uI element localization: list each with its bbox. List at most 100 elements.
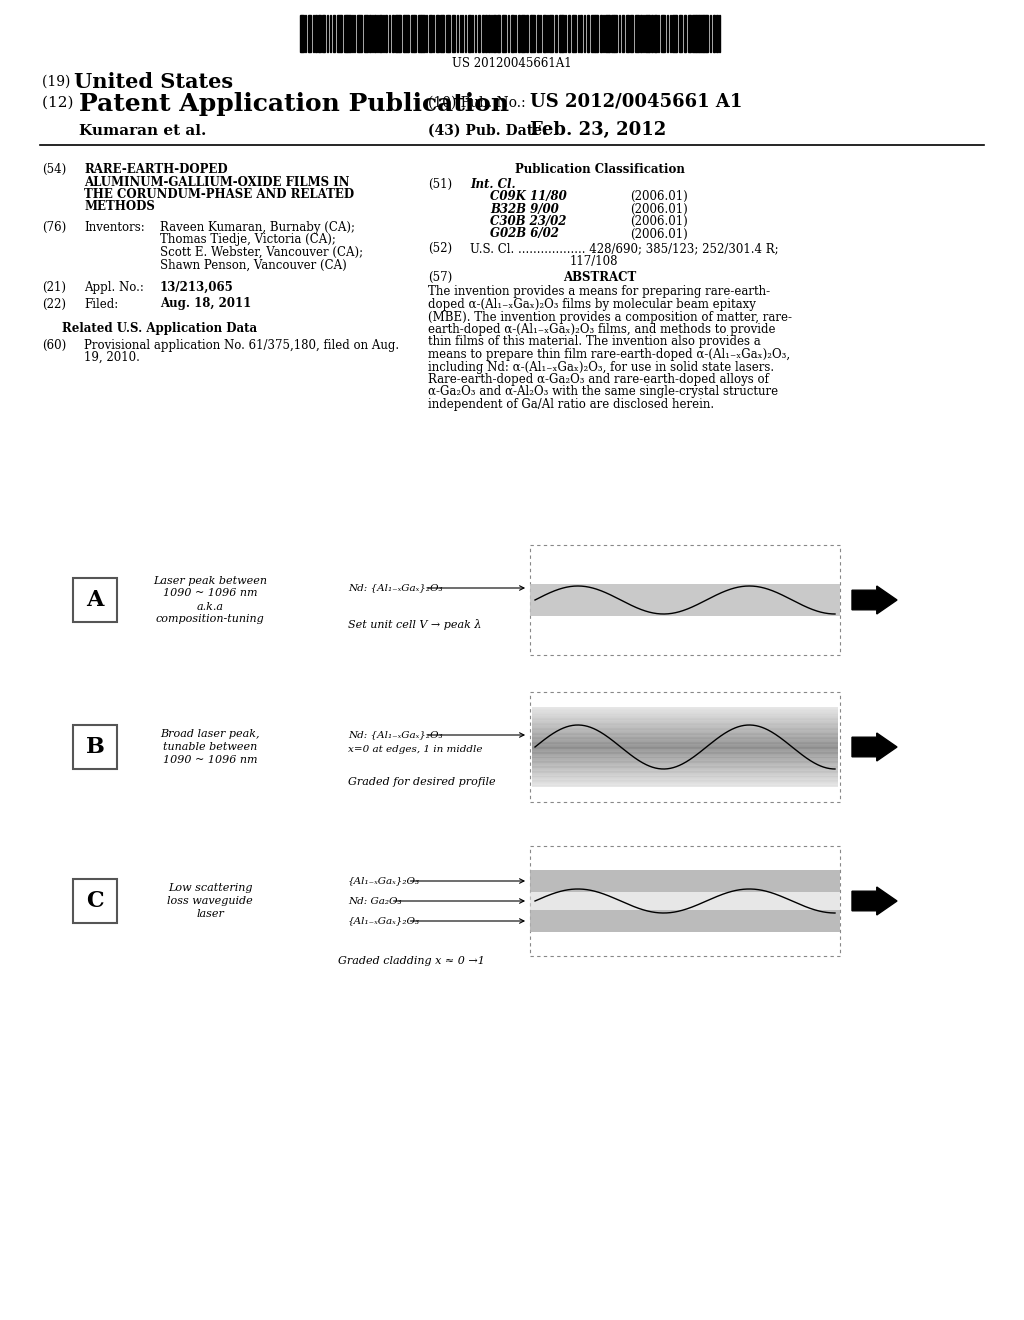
Text: (51): (51) xyxy=(428,177,453,190)
Bar xyxy=(651,15,653,51)
Text: C09K 11/80: C09K 11/80 xyxy=(490,190,566,203)
Bar xyxy=(532,742,838,744)
Bar xyxy=(532,758,838,759)
Text: x=0 at edges, 1 in middle: x=0 at edges, 1 in middle xyxy=(348,744,482,754)
Text: a.k.a: a.k.a xyxy=(197,602,223,611)
Text: Feb. 23, 2012: Feb. 23, 2012 xyxy=(530,121,667,139)
Bar xyxy=(532,733,838,735)
Text: Low scattering: Low scattering xyxy=(168,883,252,894)
Bar xyxy=(532,725,838,726)
Bar xyxy=(663,15,665,51)
Bar xyxy=(645,15,649,51)
Text: (MBE). The invention provides a composition of matter, rare-: (MBE). The invention provides a composit… xyxy=(428,310,792,323)
Bar xyxy=(532,781,838,783)
Text: earth-doped α-(Al₁₋ₓGaₓ)₂O₃ films, and methods to provide: earth-doped α-(Al₁₋ₓGaₓ)₂O₃ films, and m… xyxy=(428,323,775,337)
Bar xyxy=(344,15,346,51)
Text: Publication Classification: Publication Classification xyxy=(515,162,685,176)
Bar xyxy=(359,15,362,51)
Bar xyxy=(532,766,838,768)
Bar xyxy=(521,15,525,51)
Bar xyxy=(532,771,838,774)
Bar xyxy=(369,15,371,51)
Bar xyxy=(532,727,838,729)
Bar xyxy=(532,754,838,755)
Text: (76): (76) xyxy=(42,220,67,234)
Bar xyxy=(385,15,387,51)
Text: Set unit cell V → peak λ: Set unit cell V → peak λ xyxy=(348,619,481,631)
Text: Scott E. Webster, Vancouver (CA);: Scott E. Webster, Vancouver (CA); xyxy=(160,246,364,259)
Bar xyxy=(635,15,639,51)
Bar xyxy=(333,15,335,51)
Bar xyxy=(532,737,838,739)
Bar xyxy=(591,15,595,51)
Bar xyxy=(488,15,490,51)
Bar xyxy=(429,15,432,51)
Bar xyxy=(532,734,838,737)
Bar xyxy=(319,15,321,51)
Bar xyxy=(532,721,838,722)
Text: Raveen Kumaran, Burnaby (CA);: Raveen Kumaran, Burnaby (CA); xyxy=(160,220,355,234)
Bar xyxy=(611,15,614,51)
Bar xyxy=(532,768,838,771)
Text: B32B 9/00: B32B 9/00 xyxy=(490,202,559,215)
Bar xyxy=(531,15,535,51)
Bar xyxy=(705,15,706,51)
Text: Provisional application No. 61/375,180, filed on Aug.: Provisional application No. 61/375,180, … xyxy=(84,338,399,351)
Text: ALUMINUM-GALLIUM-OXIDE FILMS IN: ALUMINUM-GALLIUM-OXIDE FILMS IN xyxy=(84,176,349,189)
Text: (43) Pub. Date:: (43) Pub. Date: xyxy=(428,124,547,139)
Text: α-Ga₂O₃ and α-Al₂O₃ with the same single-crystal structure: α-Ga₂O₃ and α-Al₂O₃ with the same single… xyxy=(428,385,778,399)
Bar xyxy=(532,746,838,747)
Bar xyxy=(322,15,324,51)
Bar xyxy=(560,15,562,51)
Bar xyxy=(614,15,617,51)
Bar xyxy=(379,15,382,51)
Text: (10) Pub. No.:: (10) Pub. No.: xyxy=(428,96,525,110)
Bar xyxy=(532,741,838,743)
Bar xyxy=(532,785,838,787)
Text: Nd: {Al₁₋ₓGaₓ}₂O₃: Nd: {Al₁₋ₓGaₓ}₂O₃ xyxy=(348,730,442,739)
Bar xyxy=(532,722,838,723)
Bar xyxy=(452,15,455,51)
Text: {Al₁₋ₓGaₓ}₂O₃: {Al₁₋ₓGaₓ}₂O₃ xyxy=(348,916,420,925)
Text: (2006.01): (2006.01) xyxy=(630,227,688,240)
Bar xyxy=(544,15,546,51)
Bar xyxy=(309,15,311,51)
Text: Thomas Tiedje, Victoria (CA);: Thomas Tiedje, Victoria (CA); xyxy=(160,234,336,247)
Polygon shape xyxy=(852,586,897,614)
Text: (60): (60) xyxy=(42,338,67,351)
Text: laser: laser xyxy=(196,909,224,919)
Bar xyxy=(573,15,575,51)
Bar xyxy=(315,15,317,51)
Bar xyxy=(397,15,399,51)
Bar xyxy=(532,726,838,727)
Bar xyxy=(532,750,838,751)
Text: (22): (22) xyxy=(42,297,66,310)
Text: independent of Ga/Al ratio are disclosed herein.: independent of Ga/Al ratio are disclosed… xyxy=(428,399,714,411)
Bar xyxy=(532,729,838,730)
Bar xyxy=(530,846,840,956)
Text: tunable between: tunable between xyxy=(163,742,257,752)
Bar xyxy=(532,777,838,779)
Text: (57): (57) xyxy=(428,271,453,284)
Bar xyxy=(532,743,838,744)
Polygon shape xyxy=(852,887,897,915)
Text: composition-tuning: composition-tuning xyxy=(156,615,264,624)
Text: Rare-earth-doped α-Ga₂O₃ and rare-earth-doped alloys of: Rare-earth-doped α-Ga₂O₃ and rare-earth-… xyxy=(428,374,769,385)
Bar xyxy=(662,15,663,51)
Bar xyxy=(440,15,443,51)
Text: 1090 ~ 1096 nm: 1090 ~ 1096 nm xyxy=(163,589,257,598)
Text: C30B 23/02: C30B 23/02 xyxy=(490,215,566,228)
Text: (52): (52) xyxy=(428,242,453,255)
Text: United States: United States xyxy=(74,73,233,92)
Bar xyxy=(692,15,696,51)
Bar xyxy=(532,764,838,767)
Text: C: C xyxy=(86,890,103,912)
Bar xyxy=(469,15,471,51)
Bar xyxy=(696,15,699,51)
Text: Broad laser peak,: Broad laser peak, xyxy=(160,729,260,739)
Bar xyxy=(392,15,394,51)
Bar xyxy=(302,15,304,51)
Bar xyxy=(73,879,117,923)
Bar xyxy=(630,15,633,51)
Text: Nd: Ga₂O₃: Nd: Ga₂O₃ xyxy=(348,896,401,906)
